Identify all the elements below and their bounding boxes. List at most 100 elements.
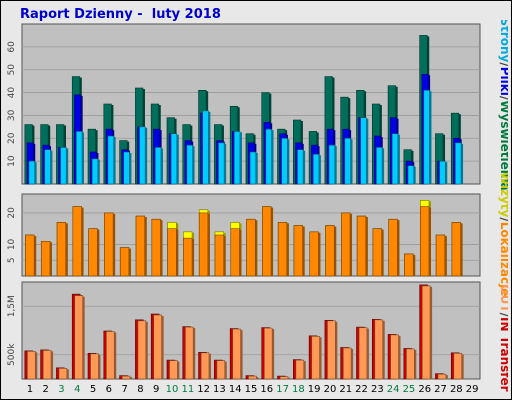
panel-top-tick-label: 20 (7, 132, 17, 144)
bar-lokalizacje-26-shade (428, 207, 431, 276)
panel-top-tick-label: 30 (7, 109, 17, 121)
bar-transfer-out-25 (406, 348, 415, 380)
bar-transfer-out-7 (121, 375, 131, 380)
panel-middle-tick-label: 20 (7, 207, 17, 219)
bar-transfer-out-10-shade (177, 361, 180, 379)
panel-bottom-tick-label: 1,5M (7, 295, 17, 317)
bar-lokalizacje-17 (277, 222, 288, 277)
bar-transfer-out-8 (137, 320, 147, 380)
bar-strony-2-shade (50, 150, 53, 184)
bar-lokalizacje-22-shade (365, 217, 368, 276)
bar-transfer-out-11 (185, 326, 194, 380)
legend-transfer-part: IN (498, 317, 508, 332)
bar-lokalizacje-20 (325, 225, 335, 277)
bar-lokalizacje-16 (262, 206, 272, 277)
bar-transfer-out-22 (358, 327, 368, 380)
bar-strony-10-shade (176, 134, 179, 184)
bar-transfer-out-13 (216, 360, 226, 380)
panel-middle-tick-label: 10 (7, 238, 17, 250)
bar-strony-6 (107, 135, 114, 185)
bar-strony-23-shade (382, 148, 385, 184)
bar-transfer-out-12-shade (208, 353, 211, 379)
bar-transfer-out-10 (169, 360, 178, 380)
bar-transfer-out-18 (295, 359, 305, 380)
bar-strony-13-shade (224, 143, 227, 184)
bar-lokalizacje-12-shade (207, 213, 210, 276)
bar-strony-19-shade (318, 155, 321, 184)
bar-strony-15 (249, 151, 257, 185)
bar-lokalizacje-7 (119, 247, 130, 277)
bar-lokalizacje-11-shade (192, 239, 195, 276)
bar-transfer-out-3-shade (66, 369, 69, 379)
bar-lokalizacje-15 (246, 218, 256, 277)
bar-strony-12-shade (208, 111, 211, 184)
bar-lokalizacje-10-shade (176, 229, 179, 276)
bar-lokalizacje-23 (372, 228, 382, 277)
bar-lokalizacje-25 (404, 253, 414, 277)
bar-transfer-out-19-shade (319, 337, 322, 379)
bar-strony-5-shade (97, 159, 100, 184)
day-label-23: 23 (371, 384, 384, 395)
bar-transfer-out-4 (74, 295, 83, 380)
bar-lokalizacje-28-shade (460, 223, 463, 276)
panel-middle-tick-label: 5 (7, 257, 17, 263)
bar-lokalizacje-3 (56, 222, 67, 277)
bar-strony-5 (91, 158, 99, 185)
bar-transfer-out-26-shade (430, 286, 433, 379)
bar-strony-14-shade (239, 132, 242, 184)
bar-lokalizacje-27-shade (444, 236, 447, 276)
bar-strony-24-shade (397, 134, 400, 184)
bar-transfer-out-1-shade (35, 352, 38, 379)
day-label-1: 1 (27, 384, 33, 395)
bar-transfer-out-28 (453, 352, 462, 380)
bar-strony-24 (391, 133, 399, 185)
bar-transfer-out-24 (390, 334, 399, 380)
bar-lokalizacje-18-shade (302, 226, 305, 276)
day-label-6: 6 (106, 384, 112, 395)
bar-lokalizacje-16-shade (271, 207, 274, 276)
report-title: Raport Dzienny - luty 2018 (20, 7, 221, 22)
bar-lokalizacje-26 (420, 206, 430, 277)
bar-strony-18 (297, 149, 304, 185)
bar-strony-21 (344, 137, 351, 185)
bar-transfer-out-9 (153, 314, 162, 380)
bar-transfer-out-16-shade (272, 329, 275, 379)
bar-transfer-out-14-shade (240, 330, 243, 379)
bar-lokalizacje-19 (309, 231, 319, 277)
bar-lokalizacje-21 (341, 212, 351, 277)
legend-sites-visits-part: Lokalizacje (498, 222, 508, 297)
bar-lokalizacje-9-shade (160, 220, 163, 276)
bar-strony-3 (60, 147, 67, 185)
bar-transfer-out-25-shade (414, 349, 417, 379)
bar-strony-16-shade (271, 130, 274, 184)
day-label-26: 26 (418, 384, 431, 395)
bar-transfer-out-21-shade (351, 348, 354, 379)
bar-strony-3-shade (66, 148, 69, 184)
bar-lokalizacje-1 (25, 234, 35, 277)
day-label-9: 9 (153, 384, 159, 395)
bar-transfer-out-4-shade (82, 296, 85, 379)
legend-visits-files-pages-part: Pliki (498, 67, 508, 96)
bar-transfer-out-21 (342, 347, 352, 380)
bar-lokalizacje-19-shade (318, 232, 321, 276)
bar-lokalizacje-11 (183, 237, 193, 277)
bar-lokalizacje-23-shade (381, 229, 384, 276)
bar-lokalizacje-24 (388, 218, 398, 277)
bar-strony-19 (312, 153, 320, 185)
bar-strony-16 (265, 128, 272, 185)
bar-transfer-out-5 (90, 353, 99, 380)
bar-transfer-out-23-shade (382, 320, 385, 379)
legend-visits-files-pages-part: / (498, 62, 508, 67)
day-label-3: 3 (58, 384, 64, 395)
bar-transfer-out-14 (232, 328, 241, 380)
bar-strony-17-shade (287, 139, 290, 184)
bar-strony-2 (44, 149, 51, 185)
day-label-5: 5 (90, 384, 96, 395)
legend-transfer: OUT/IN Transfer (498, 284, 508, 391)
day-label-20: 20 (324, 384, 337, 395)
bar-strony-9-shade (160, 148, 163, 184)
bar-strony-20 (328, 144, 336, 185)
bar-lokalizacje-6-shade (113, 213, 116, 276)
bar-strony-7-shade (129, 153, 132, 184)
bar-strony-26 (423, 89, 430, 185)
